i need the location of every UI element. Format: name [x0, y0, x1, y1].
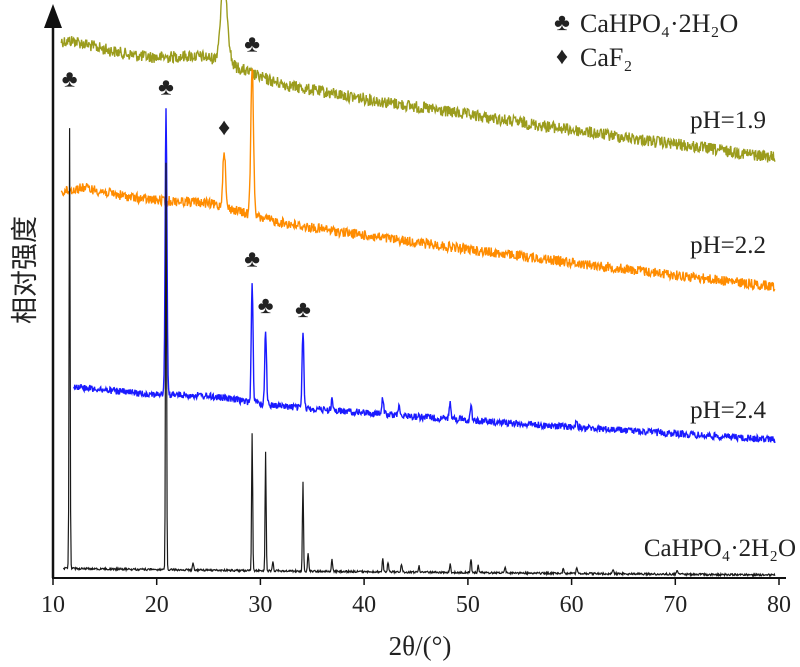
x-tick-label: 70	[663, 592, 687, 618]
peak-marker-cahpo4: ♣	[244, 246, 260, 272]
series-label-reference: CaHPO₄·2H₂O	[644, 535, 796, 562]
peak-marker-caf2: ♦	[218, 115, 230, 141]
x-axis-title: 2θ/(°)	[389, 631, 452, 661]
peak-marker-cahpo4: ♣	[295, 297, 311, 323]
peak-marker-cahpo4: ♣	[158, 75, 174, 101]
x-tick-label: 40	[352, 592, 376, 618]
series-line	[60, 0, 776, 163]
x-tick-label: 80	[767, 592, 791, 618]
y-axis-arrow	[44, 4, 62, 28]
x-tick-label: 10	[41, 592, 65, 618]
x-tick-group: 10 20 30 40 50 60 70 80	[41, 578, 791, 618]
legend-marker-diamond: ♦	[556, 44, 568, 70]
legend: ♣ CaHPO₄·2H₂O ♦ CaF₂	[554, 9, 738, 72]
series-line	[62, 128, 776, 578]
peak-marker-cahpo4: ♣	[258, 293, 274, 319]
peak-marker-cahpo4: ♣	[244, 31, 260, 57]
legend-marker-club: ♣	[554, 10, 570, 36]
peak-markers: ♦♦♣♣♣♣♣♣	[62, 31, 311, 323]
series-label-ph24: pH=2.4	[690, 397, 766, 424]
legend-label-caf2: CaF₂	[580, 43, 632, 72]
x-tick-label: 20	[145, 592, 169, 618]
series-line	[60, 68, 776, 292]
y-axis-title: 相对强度	[10, 216, 40, 324]
x-tick-label: 60	[560, 592, 584, 618]
x-tick-label: 30	[248, 592, 272, 618]
series-line	[73, 108, 776, 444]
series-label-ph22: pH=2.2	[690, 232, 766, 259]
pattern-curves	[60, 0, 776, 578]
peak-marker-cahpo4: ♣	[62, 66, 78, 92]
x-tick-label: 50	[456, 592, 480, 618]
series-label-ph19: pH=1.9	[690, 107, 766, 134]
legend-label-cahpo4: CaHPO₄·2H₂O	[580, 9, 738, 38]
